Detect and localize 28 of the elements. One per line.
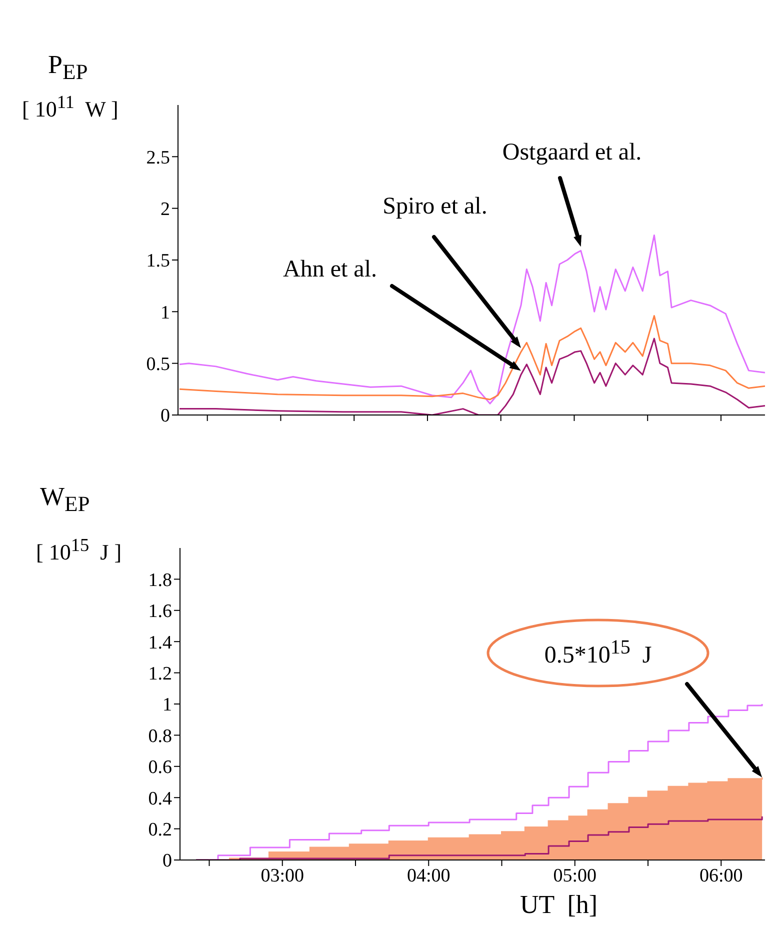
y-tick-label: 0.2 [148,820,172,841]
y-tick-label: 0.5 [146,354,170,376]
y-tick-label: 1 [160,302,170,324]
y-tick-label: 0 [160,406,170,427]
text: Ahn et al. [283,256,377,284]
y-tick-label: 0 [162,850,172,872]
x-axis-title: UT [h] [520,890,598,920]
y-tick-label: 1.4 [148,632,172,654]
y-axis-title: P$_{EP}$ [ 10$^{11}$ W ] [22,50,118,122]
text: Ostgaard et al. [502,140,642,166]
y-axis-title: W$_{EP}$ [ 10$^{15}$ J ] [36,482,122,566]
y-tick-label: 1.5 [146,250,170,272]
annotation: 0.5*10$^{15}$ J [544,636,652,670]
line-series [178,234,765,404]
y-tick-label: 0.8 [148,726,172,747]
y-tick-label: 0.4 [148,788,172,810]
x-tick-label: 06:00 [699,865,743,886]
x-tick-label: 05:00 [553,865,597,886]
y-tick-label: 1.6 [148,601,172,622]
text: Spiro et al. [382,194,488,220]
x-tick-label: 03:00 [260,865,304,886]
y-tick-label: 1.2 [148,664,172,685]
y-tick-label: 2 [160,199,170,220]
y-tick-label: 1.8 [148,570,172,591]
y-tick-label: 1 [162,694,172,716]
y-tick-label: 0.6 [148,757,172,778]
y-tick-label: 2.5 [146,147,170,168]
x-tick-label: 04:00 [406,865,450,886]
